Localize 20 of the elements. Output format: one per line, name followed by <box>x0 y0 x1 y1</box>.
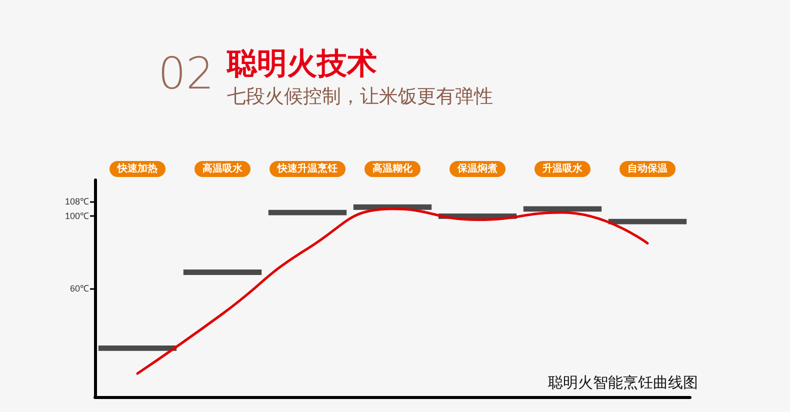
y-tick-label: 60℃ <box>70 284 89 294</box>
bar <box>523 206 602 212</box>
x-tick-label: 高温吸水 <box>202 162 244 174</box>
text: 02 <box>158 48 214 100</box>
x-tick-label: 快速升温烹饪 <box>276 162 338 174</box>
y-tick-label: 100℃ <box>64 211 89 222</box>
chart-subtitle: 七段火候控制，让米饭更有弹性 <box>227 86 493 108</box>
bar <box>183 270 262 275</box>
y-tick-label: 108℃ <box>64 196 89 207</box>
line-series <box>136 208 649 375</box>
annotation: 聪明火智能烹饪曲线图 <box>548 374 698 392</box>
x-tick-label: 自动保温 <box>628 162 668 174</box>
x-tick-label: 保温焖煮 <box>456 162 498 174</box>
bar <box>98 345 177 351</box>
chart-title: 聪明火技术 <box>226 46 377 82</box>
x-tick-label: 高温糊化 <box>372 162 414 174</box>
x-tick-label: 升温吸水 <box>542 162 584 174</box>
x-tick-label: 快速加热 <box>116 162 158 174</box>
bar <box>268 210 347 216</box>
bar <box>608 218 687 224</box>
